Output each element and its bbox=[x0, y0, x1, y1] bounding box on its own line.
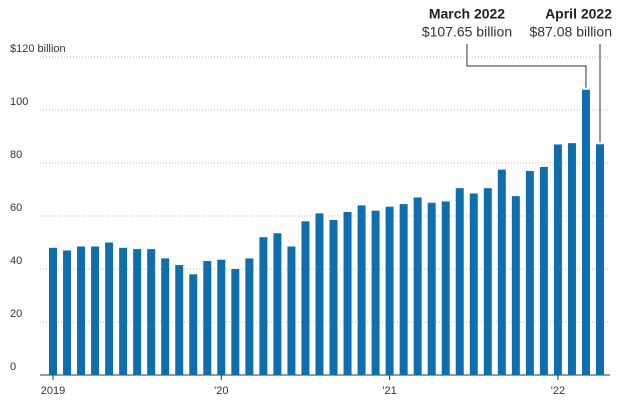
x-tick-label: 2019 bbox=[41, 385, 65, 397]
bar bbox=[497, 169, 506, 375]
callout-value: $87.08 billion bbox=[529, 24, 612, 40]
bar bbox=[441, 201, 450, 375]
bar bbox=[259, 237, 268, 375]
callout-title: April 2022 bbox=[545, 6, 612, 22]
y-tick-label: 100 bbox=[10, 96, 28, 108]
callout-value: $107.65 billion bbox=[422, 24, 512, 40]
bar bbox=[175, 265, 184, 375]
bar bbox=[217, 259, 226, 375]
bar bbox=[63, 250, 72, 375]
bar bbox=[469, 193, 478, 375]
bar bbox=[357, 205, 366, 375]
y-tick-label: 0 bbox=[10, 361, 16, 373]
bar bbox=[245, 258, 254, 375]
bar bbox=[553, 144, 562, 375]
bar bbox=[147, 249, 156, 375]
bar bbox=[567, 143, 576, 375]
bar bbox=[77, 246, 86, 375]
bar bbox=[596, 144, 604, 375]
bar bbox=[119, 247, 128, 375]
bar bbox=[287, 246, 296, 375]
x-tick-label: '21 bbox=[382, 385, 396, 397]
bar bbox=[301, 221, 310, 375]
bar bbox=[161, 258, 170, 375]
bar bbox=[91, 246, 100, 375]
y-tick-label: 20 bbox=[10, 308, 22, 320]
y-tick-label: $120 billion bbox=[10, 43, 66, 55]
bar bbox=[539, 166, 548, 375]
y-tick-label: 40 bbox=[10, 255, 22, 267]
bar bbox=[189, 274, 198, 375]
bar bbox=[413, 197, 422, 375]
bar bbox=[203, 261, 212, 375]
bar bbox=[525, 170, 534, 375]
bar bbox=[49, 247, 57, 375]
bar bbox=[231, 269, 240, 375]
bar bbox=[273, 233, 282, 375]
bar bbox=[371, 210, 380, 375]
bar bbox=[483, 188, 492, 375]
y-tick-label: 80 bbox=[10, 149, 22, 161]
bar bbox=[455, 188, 464, 375]
callout-line bbox=[466, 44, 587, 88]
bar bbox=[581, 89, 590, 375]
bar bbox=[329, 219, 338, 375]
bar bbox=[427, 202, 436, 375]
y-tick-label: 60 bbox=[10, 202, 22, 214]
bar bbox=[343, 212, 352, 375]
x-tick-label: '20 bbox=[214, 385, 228, 397]
bar bbox=[385, 206, 394, 375]
callout-title: March 2022 bbox=[429, 6, 505, 22]
bar bbox=[399, 204, 408, 375]
x-tick-label: '22 bbox=[551, 385, 565, 397]
bar bbox=[105, 242, 114, 375]
bar bbox=[315, 213, 324, 375]
bar bbox=[133, 249, 142, 375]
bar bbox=[511, 196, 520, 375]
